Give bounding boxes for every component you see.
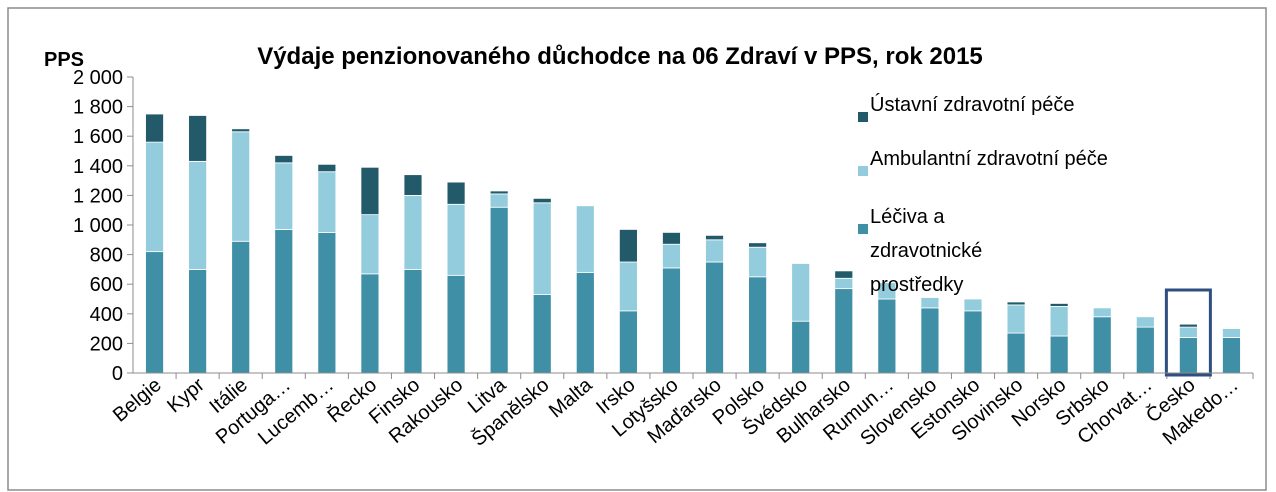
bar-segment [489, 190, 509, 195]
highlight-box [1164, 288, 1212, 377]
bar-segment [446, 203, 466, 276]
bar-segment [489, 206, 509, 374]
bar-segment [360, 273, 380, 374]
bar-segment [1222, 328, 1241, 338]
bar-segment [231, 128, 251, 133]
bar-segment [231, 240, 251, 374]
bar-segment [662, 243, 681, 269]
bar-segment [748, 276, 768, 374]
bar-segment [575, 271, 595, 374]
y-tick-label: 0 [112, 363, 123, 385]
bar-segment [532, 202, 552, 295]
bar-segment [403, 268, 423, 374]
bar-segment [1135, 326, 1155, 374]
bar-segment [1178, 323, 1198, 328]
bar-segment [403, 194, 423, 270]
bar-segment [1178, 326, 1198, 338]
y-tick-label: 2 000 [73, 67, 123, 89]
bar-segment [360, 214, 380, 275]
legend-swatch [858, 112, 868, 122]
y-tick-label: 800 [90, 245, 123, 267]
y-tick-label: 1 200 [73, 185, 123, 207]
bar-segment [274, 162, 294, 230]
bar-segment [446, 274, 466, 374]
bar-segment [705, 261, 724, 374]
bar-segment [920, 307, 940, 374]
bar-segment [1006, 301, 1026, 306]
bar-segment [834, 277, 854, 290]
bar-segment [403, 174, 423, 196]
bar-segment [446, 181, 466, 205]
bar-segment [317, 231, 337, 374]
bar-segment [1049, 305, 1069, 337]
bar-segment [877, 298, 897, 374]
bar-segment [1006, 332, 1026, 374]
y-tick-label: 1 400 [73, 156, 123, 178]
y-tick-label: 1 600 [73, 126, 123, 148]
bar-segment [360, 166, 380, 216]
bar-segment [791, 320, 811, 374]
bar-segment [317, 171, 337, 233]
bar-segment [1049, 335, 1069, 374]
bar-segment [532, 294, 552, 374]
bar-segment [662, 267, 681, 374]
bar-segment [963, 310, 983, 374]
bar-segment [317, 163, 337, 173]
legend-label: Ambulantní zdravotní péče [870, 148, 1108, 170]
bar-segment [618, 229, 638, 263]
legend-label: Léčiva a zdravotnické prostředky [870, 206, 983, 296]
bar-segment [532, 197, 552, 204]
bar-segment [1092, 307, 1112, 318]
y-axis-label: PPS [44, 49, 84, 71]
bar-segment [274, 229, 294, 374]
bar-segment [834, 270, 854, 279]
y-tick-label: 400 [90, 304, 123, 326]
y-tick-label: 1 000 [73, 215, 123, 237]
y-tick-label: 600 [90, 274, 123, 296]
bar-segment [274, 155, 294, 164]
bar-segment [618, 310, 638, 374]
bar-segment [145, 251, 164, 374]
bar-segment [1135, 316, 1155, 328]
bar-segment [662, 231, 681, 245]
bar-segment [705, 239, 724, 263]
bar-segment [1092, 316, 1112, 374]
bar-segment [1222, 337, 1241, 374]
bar-segment [748, 246, 768, 278]
bar-segment [1178, 337, 1198, 374]
bar-segment [1006, 304, 1026, 334]
bar-segment [188, 160, 208, 270]
bar-segment [188, 268, 208, 374]
bar-segment [575, 205, 595, 273]
bar-segment [1049, 303, 1069, 307]
bar-segment [231, 131, 251, 242]
y-tick-label: 1 800 [73, 97, 123, 119]
bar-segment [618, 261, 638, 312]
bar-segment [489, 193, 509, 208]
bar-segment [145, 113, 164, 143]
chart-title: Výdaje penzionovaného důchodce na 06 Zdr… [257, 43, 983, 70]
bar-segment [920, 297, 940, 309]
legend-swatch [858, 224, 868, 234]
y-tick-label: 200 [90, 333, 123, 355]
legend-label: Ústavní zdravotní péče [870, 94, 1075, 116]
bar-segment [963, 298, 983, 312]
bar-segment [834, 288, 854, 374]
bar-segment [705, 234, 724, 241]
bar-segment [877, 282, 897, 300]
bar-segment [791, 263, 811, 322]
bar-segment [145, 141, 164, 253]
bar-segment [188, 115, 208, 162]
bar-segment [748, 242, 768, 248]
legend-swatch [858, 166, 868, 176]
